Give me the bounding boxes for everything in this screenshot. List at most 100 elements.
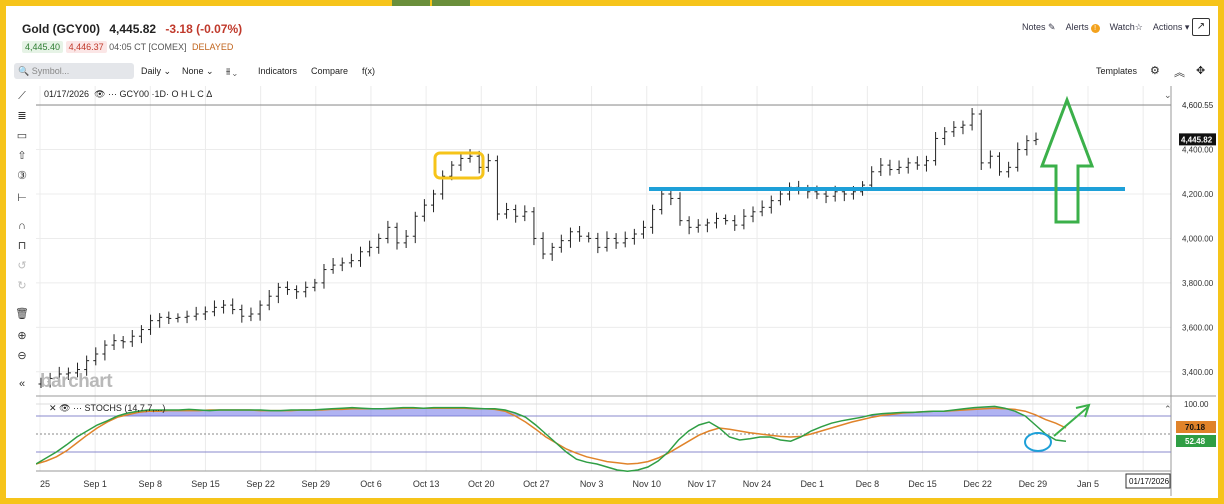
stoch-k-line xyxy=(36,405,1067,472)
y-tick-label: 3,600.00 xyxy=(1182,323,1214,332)
redo-icon[interactable]: ↻ xyxy=(17,280,27,292)
x-tick-label: Nov 10 xyxy=(632,479,661,489)
y-tick-label: 4,400.00 xyxy=(1182,146,1214,155)
chevron-up-icon: ⌃ xyxy=(1164,405,1172,415)
date-cursor-box xyxy=(1125,473,1171,489)
ruler-icon[interactable]: ⊢ xyxy=(17,192,27,204)
actions-menu[interactable]: Actions ▾ xyxy=(1153,22,1190,33)
price-change: -3.18 (-0.07%) xyxy=(165,22,243,36)
alerts-label: Alerts xyxy=(1065,22,1089,32)
green-up-arrow xyxy=(1039,95,1095,224)
x-tick-label: Nov 24 xyxy=(743,479,772,489)
x-tick-label: Dec 15 xyxy=(908,479,937,489)
watch-button[interactable]: Watch☆ xyxy=(1110,22,1143,33)
close-icon[interactable]: ✕ xyxy=(49,403,57,413)
last-price-box xyxy=(1179,133,1216,146)
delayed-status: DELAYED xyxy=(192,42,234,52)
circle-3-icon[interactable]: ③ xyxy=(17,170,27,182)
blue-circle-highlight xyxy=(1024,432,1052,452)
eye-icon-2[interactable]: 👁 xyxy=(59,403,71,413)
x-tick-label: Oct 20 xyxy=(468,479,495,489)
star-icon: ☆ xyxy=(1134,22,1143,32)
date-cursor-label: 01/17/2026 xyxy=(1129,477,1170,486)
fib-icon[interactable]: ≣ xyxy=(17,110,27,122)
ohlc-bars-icon: ⫵ xyxy=(226,66,231,76)
x-tick-label: Dec 29 xyxy=(1019,479,1048,489)
watch-label: Watch xyxy=(1109,22,1135,32)
x-tick-label: Sep 15 xyxy=(191,479,220,489)
notes-label: Notes xyxy=(1022,22,1046,32)
x-tick-label: Dec 1 xyxy=(800,479,824,489)
y-tick-label: 3,400.00 xyxy=(1182,368,1214,377)
stoch-d-line xyxy=(36,407,1067,465)
price-chart[interactable]: 25 Sep 1 Sep 8 Sep 15 Sep 22 Sep 29 Oct 6 Oct 1… xyxy=(36,86,1216,496)
bid-price: 4,445.40 xyxy=(22,41,64,53)
stoch-k-label-box xyxy=(1176,435,1216,447)
none-dropdown[interactable]: None ⌄ xyxy=(182,66,214,77)
quote-header: Gold (GCY00) 4,445.82 -3.18 (-0.07%) xyxy=(22,22,242,36)
chevron-down-icon-2: ⌄ xyxy=(206,66,214,76)
eye-icon[interactable]: 👁 xyxy=(94,89,106,99)
y-tick-label: 4,200.00 xyxy=(1182,190,1214,199)
stoch-100-label: 100.00 xyxy=(1184,400,1209,409)
y-tick-label: 3,800.00 xyxy=(1182,279,1214,288)
notes-button[interactable]: Notes ✎ xyxy=(1022,22,1056,33)
stoch-k-label: 52.48 xyxy=(1185,437,1206,446)
alerts-button[interactable]: Alerts! xyxy=(1066,22,1100,33)
x-tick-label: Dec 8 xyxy=(856,479,880,489)
top-tab-strip-2 xyxy=(432,0,470,6)
stoch-label: ··· STOCHS (14,7,7,...) xyxy=(73,403,166,413)
bar-type-button[interactable]: ⫵ ⌄ xyxy=(226,66,237,77)
zoom-out-icon[interactable]: ⊖ xyxy=(17,350,27,362)
chevron-down-icon-3: ⌄ xyxy=(232,66,237,76)
symbol-search-input[interactable]: 🔍 Symbol... xyxy=(14,63,134,79)
compare-button[interactable]: Compare xyxy=(311,66,349,76)
lock-icon[interactable]: ⊓ xyxy=(17,240,27,252)
green-arrow-small xyxy=(1053,406,1089,437)
zoom-in-icon[interactable]: ⊕ xyxy=(17,330,27,342)
fx-button[interactable]: f(x) xyxy=(362,66,375,76)
stoch-overbought-fill xyxy=(36,406,1066,416)
quote-subheader: 4,445.40 4,446.37 04:05 CT [COMEX] DELAY… xyxy=(22,41,233,53)
undo-icon[interactable]: ↺ xyxy=(17,260,27,272)
search-icon: 🔍 xyxy=(18,66,30,76)
x-tick-label: Oct 13 xyxy=(413,479,440,489)
ask-price: 4,446.37 xyxy=(65,41,107,53)
indicators-button[interactable]: Indicators xyxy=(258,66,298,76)
collapse-icon[interactable]: « xyxy=(18,378,26,390)
x-tick-label: Sep 29 xyxy=(302,479,331,489)
chart-legend: 01/17/2026 👁 ··· GCY00 ·1D· O H L C Δ xyxy=(44,89,212,100)
x-tick-label: Sep 8 xyxy=(139,479,163,489)
crosshair-icon[interactable]: ✥ xyxy=(1196,65,1206,77)
pencil-icon[interactable]: ⟋ xyxy=(18,90,26,102)
double-chevron-up-icon[interactable]: ︽ xyxy=(1174,67,1185,79)
gear-icon[interactable]: ⚙ xyxy=(1150,65,1160,77)
rectangle-icon[interactable]: ▭ xyxy=(16,130,28,142)
exchange: [COMEX] xyxy=(148,42,187,52)
x-tick-label: Sep 22 xyxy=(246,479,275,489)
chevron-down-icon: ⌄ xyxy=(163,66,172,76)
x-tick-label: Oct 27 xyxy=(523,479,550,489)
caret-down-icon: ▾ xyxy=(1184,22,1190,32)
legend-ohlc: O H L C Δ xyxy=(171,89,213,99)
top-tab-strip xyxy=(392,0,430,6)
x-tick-label: Nov 17 xyxy=(688,479,717,489)
x-tick-label: Nov 3 xyxy=(580,479,604,489)
interval-dropdown[interactable]: Daily ⌄ xyxy=(141,66,171,77)
interval-label: Daily xyxy=(141,66,162,76)
stoch-d-label-box xyxy=(1176,421,1216,433)
top-actions: Notes ✎ Alerts! Watch☆ Actions ▾ xyxy=(1022,22,1189,33)
trash-icon[interactable]: 🗑 xyxy=(15,308,29,320)
legend-symbol: ··· GCY00 ·1D· xyxy=(108,89,170,99)
expand-icon[interactable]: ↗ xyxy=(1192,18,1210,36)
arrow-up-icon[interactable]: ⇧ xyxy=(17,150,27,162)
legend-date: 01/17/2026 xyxy=(44,89,90,99)
symbol-name: Gold (GCY00) xyxy=(22,22,101,36)
actions-label: Actions xyxy=(1152,22,1183,32)
quote-time: 04:05 CT xyxy=(109,42,146,52)
templates-button[interactable]: Templates xyxy=(1096,66,1138,76)
magnet-icon[interactable]: ∩ xyxy=(18,220,26,232)
x-tick-label: Jan 5 xyxy=(1077,479,1099,489)
x-tick-label: 25 xyxy=(40,479,50,489)
